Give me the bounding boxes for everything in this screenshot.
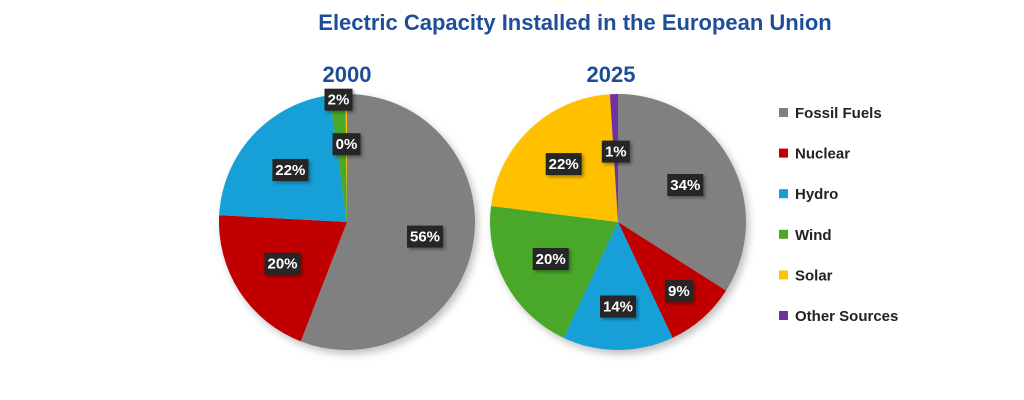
pie-2000-slice-solar xyxy=(345,94,347,222)
svg-text:34%: 34% xyxy=(670,177,700,194)
pie-2025: 34% 9% 14% 20% 22% 1% xyxy=(490,93,746,351)
legend-swatch xyxy=(779,189,788,199)
legend-item-nuclear: Nuclear xyxy=(779,146,850,163)
data-label-2025-solar: 22% xyxy=(545,153,582,176)
pie-subtitle-2000: 2000 xyxy=(323,62,372,87)
pie-2025-slice-nuclear xyxy=(618,222,727,338)
legend-label: Solar xyxy=(795,267,833,284)
pie-subtitle-2025: 2025 xyxy=(587,62,636,87)
data-label-2000-solar: 0% xyxy=(332,133,361,156)
data-label-2025-wind: 20% xyxy=(532,248,569,270)
pie-2000: 56% 20% 22% 2% 0% xyxy=(218,88,476,351)
pie-2025-slice-hydro xyxy=(563,222,673,351)
legend: Fossil Fuels Nuclear Hydro Wind Solar Other S… xyxy=(779,105,898,325)
legend-swatch xyxy=(779,311,788,320)
pie-2000-slice-wind xyxy=(329,94,347,222)
data-label-2025-fossil-fuels: 34% xyxy=(667,174,704,196)
legend-label: Wind xyxy=(795,227,832,244)
pie-2000-slice-nuclear xyxy=(218,215,347,342)
data-label-2025-nuclear: 9% xyxy=(664,280,693,303)
pie-2025-slice-wind xyxy=(490,205,618,338)
svg-text:56%: 56% xyxy=(410,229,440,246)
data-label-2000-hydro: 22% xyxy=(272,159,309,181)
svg-text:22%: 22% xyxy=(549,156,579,173)
legend-label: Other Sources xyxy=(795,308,898,325)
data-label-2000-wind: 2% xyxy=(324,88,353,111)
svg-text:1%: 1% xyxy=(605,144,627,161)
legend-item-wind: Wind xyxy=(779,227,832,244)
data-label-2000-fossil-fuels: 56% xyxy=(407,225,443,248)
legend-item-solar: Solar xyxy=(779,267,833,284)
legend-swatch xyxy=(779,229,788,239)
legend-swatch xyxy=(779,148,788,158)
data-label-2025-hydro: 14% xyxy=(600,295,636,318)
legend-label: Fossil Fuels xyxy=(795,105,882,122)
svg-text:0%: 0% xyxy=(336,136,358,153)
chart-title: Electric Capacity Installed in the Europ… xyxy=(318,10,831,35)
svg-text:14%: 14% xyxy=(603,299,633,316)
legend-label: Nuclear xyxy=(795,146,850,163)
legend-label: Hydro xyxy=(795,186,838,203)
legend-item-other-sources: Other Sources xyxy=(779,308,898,325)
legend-swatch xyxy=(779,108,788,117)
svg-text:20%: 20% xyxy=(536,251,566,268)
pie-2000-slice-hydro xyxy=(219,95,347,222)
data-label-2025-other-sources: 1% xyxy=(601,140,630,163)
legend-swatch xyxy=(779,270,788,280)
svg-text:20%: 20% xyxy=(267,256,297,273)
data-label-2000-nuclear: 20% xyxy=(264,252,301,275)
svg-text:9%: 9% xyxy=(668,283,690,300)
pie-2000-slice-fossil-fuels xyxy=(300,94,476,351)
svg-text:22%: 22% xyxy=(275,162,305,179)
legend-item-hydro: Hydro xyxy=(779,186,838,203)
svg-text:2%: 2% xyxy=(328,92,350,109)
legend-item-fossil-fuels: Fossil Fuels xyxy=(779,105,882,122)
